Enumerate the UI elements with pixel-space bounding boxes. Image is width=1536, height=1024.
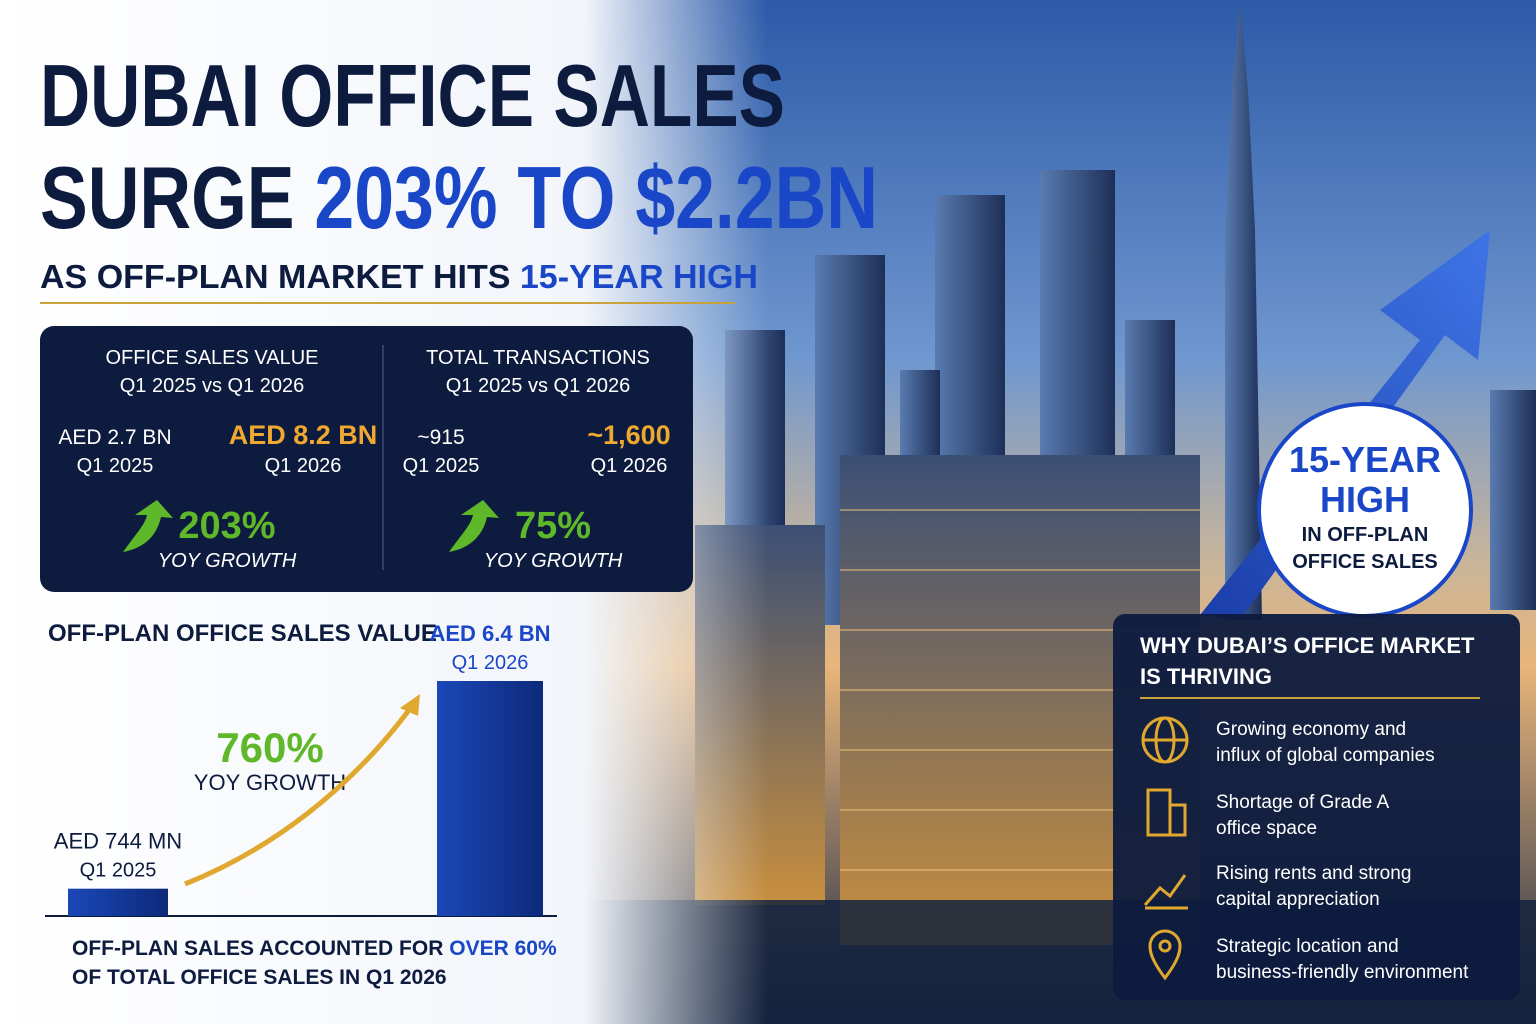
after-period: Q1 2026 [265, 455, 342, 477]
growth-label: YOY GROWTH [484, 550, 623, 572]
growth-value: 760% [216, 724, 323, 771]
subtitle-highlight: 15-YEAR HIGH [520, 258, 758, 295]
stats: OFFICE SALES VALUE Q1 2025 vs Q1 2026 AED … [58, 347, 670, 572]
after-value: ~1,600 [587, 420, 670, 450]
after-period: Q1 2026 [591, 455, 668, 477]
badge-line4: OFFICE SALES [1292, 551, 1438, 573]
growth-label: YOY GROWTH [158, 550, 297, 572]
note-line2: OF TOTAL OFFICE SALES IN Q1 2026 [72, 966, 447, 989]
title-highlight: 203% TO $2.2BN [314, 148, 878, 247]
bar-value-label: AED 744 MN [54, 829, 182, 854]
reason-text: Growing economy and [1216, 719, 1406, 740]
growth-value: 75% [515, 505, 591, 547]
growth-arrow [184, 704, 415, 887]
before-value: AED 2.7 BN [58, 426, 171, 449]
growth-arrow [123, 500, 173, 552]
reason-text: capital appreciation [1216, 889, 1380, 910]
chart: OFF-PLAN OFFICE SALES VALUE 760% YOY GRO… [45, 620, 557, 917]
bar-value-label: AED 6.4 BN [429, 621, 550, 646]
reasons-panel [1113, 614, 1520, 1000]
reason-text: Rising rents and strong [1216, 863, 1411, 884]
reason-text: office space [1216, 818, 1317, 839]
before-value: ~915 [417, 426, 464, 449]
growth-value: 203% [178, 505, 275, 547]
subtitle-start: AS OFF-PLAN MARKET HITS [40, 258, 510, 295]
note-highlight: OVER 60% [449, 937, 557, 960]
stat-subtitle: Q1 2025 vs Q1 2026 [120, 375, 305, 397]
before-period: Q1 2025 [403, 455, 480, 477]
stats-panel [40, 326, 693, 592]
title-line1: DUBAI OFFICE SALES [40, 46, 785, 145]
badge-line3: IN OFF-PLAN [1302, 524, 1429, 546]
reason-text: Shortage of Grade A [1216, 792, 1390, 813]
badge-line2: HIGH [1320, 479, 1410, 520]
stat-subtitle: Q1 2025 vs Q1 2026 [446, 375, 631, 397]
bar [68, 888, 168, 916]
badge-line1: 15-YEAR [1289, 439, 1441, 480]
note-line1: OFF-PLAN SALES ACCOUNTED FOR OVER 60% [72, 937, 557, 960]
reasons-title: WHY DUBAI’S OFFICE MARKET [1140, 633, 1475, 658]
chart-title: OFF-PLAN OFFICE SALES VALUE [48, 620, 437, 647]
title-start: SURGE [40, 148, 295, 247]
subtitle: AS OFF-PLAN MARKET HITS 15-YEAR HIGH [40, 258, 758, 295]
bar [437, 681, 543, 916]
after-value: AED 8.2 BN [229, 420, 378, 450]
reason-text: influx of global companies [1216, 745, 1435, 766]
reason-text: Strategic location and [1216, 936, 1399, 957]
before-period: Q1 2025 [77, 455, 154, 477]
stat-title: TOTAL TRANSACTIONS [426, 347, 650, 369]
growth-label: YOY GROWTH [194, 770, 346, 795]
growth-arrowhead [400, 694, 420, 716]
reasons-list: Growing economy and influx of global comp… [1216, 719, 1469, 983]
bar-category-label: Q1 2025 [80, 860, 157, 882]
stat-title: OFFICE SALES VALUE [105, 347, 318, 369]
trend-arrow [1200, 230, 1490, 620]
note-start: OFF-PLAN SALES ACCOUNTED FOR [72, 937, 443, 960]
bar-category-label: Q1 2026 [452, 652, 529, 674]
reason-text: business-friendly environment [1216, 962, 1469, 983]
title-line2: SURGE 203% TO $2.2BN [40, 148, 878, 247]
growth-arrow [449, 500, 499, 552]
reason-icons [1141, 716, 1189, 981]
reasons-title: IS THRIVING [1140, 664, 1272, 689]
